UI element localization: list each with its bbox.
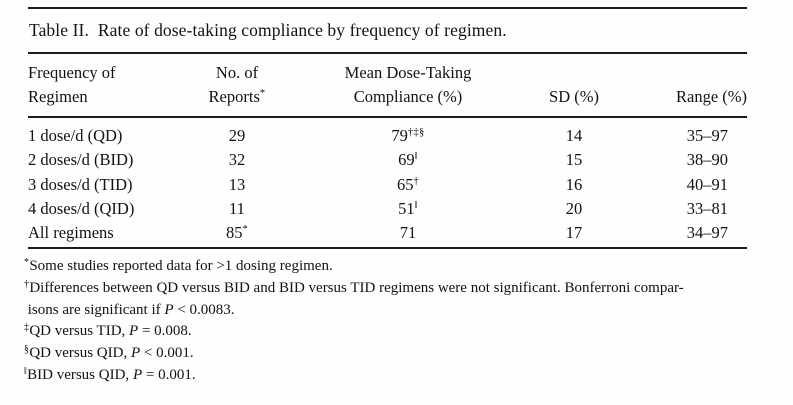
range-cell: 33–81 [686,198,728,218]
compliance-value: 69 [398,150,415,170]
header-line: No. of [215,63,259,82]
compliance-cell: 71 [296,221,520,245]
header-line: Compliance (%) [353,87,463,106]
footnote-text: = 0.008. [138,323,192,340]
reports-cell: 29 [178,124,296,148]
footnote-section: §QD versus QID, P < 0.001. [24,343,786,365]
sd-cell: 15 [565,150,583,170]
header-line: Reports* [178,85,296,109]
reports-value: 32 [228,150,246,170]
column-header-sd: SD (%) [549,87,599,106]
footnote-italic: P [132,366,143,383]
sd-cell: 16 [565,174,583,194]
footnote-marker: ‖ [414,199,418,211]
footnote-marker: * [24,257,30,268]
sd-cell: 17 [565,223,583,243]
footnote-asterisk: *Some studies reported data for >1 dosin… [24,256,786,278]
top-rule [28,7,747,9]
compliance-value: 51 [398,198,415,218]
sd-cell: 20 [565,198,583,218]
regimen-cell: 1 dose/d (QD) [28,126,123,145]
caption-rule [28,52,747,54]
footnote-marker: † [413,175,420,187]
compliance-value: 71 [399,223,417,243]
header-line: Mean Dose-Taking [344,63,472,82]
asterisk-superscript: * [259,88,266,99]
table-body: 1 dose/d (QD) 29 79†‡§ 14 35–97 2 doses/… [28,118,747,247]
footnote-italic: P [130,345,141,362]
footnote-text: = 0.001. [142,366,196,383]
header-line: Frequency of [28,63,116,82]
footnote-text: Some studies reported data for >1 dosing… [29,258,333,274]
reports-cell: 13 [178,173,296,197]
footnote-marker: ‡ [24,322,30,334]
footnote-parallel: ‖BID versus QID, P = 0.001. [24,365,786,387]
footnote-marker: †‡§ [407,127,425,138]
footnote-text: Differences between QD versus BID and BI… [27,279,684,318]
sd-cell: 14 [565,126,583,145]
footnote-marker: † [24,278,30,290]
range-cell: 38–90 [686,150,728,170]
footnote-marker: § [24,344,30,356]
range-cell: 35–97 [686,126,728,145]
compliance-value: 79 [391,126,408,145]
header-line: Regimen [28,87,88,106]
table-header-row: Frequency of Regimen No. of Reports* Mea… [28,54,747,116]
column-header-reports: No. of Reports* [178,61,296,109]
regimen-cell: All regimens [28,223,114,243]
footnote-dagger: †Differences between QD versus BID and B… [24,278,786,322]
footnote-italic: P [164,301,174,318]
reports-cell: 11 [178,197,296,221]
footnote-double-dagger: ‡QD versus TID, P = 0.008. [24,321,786,343]
footnote-italic: P [129,323,139,340]
reports-cell: 32 [178,148,296,172]
range-cell: 34–97 [686,223,728,243]
table-caption: Table II. Rate of dose-taking compliance… [29,20,507,40]
reports-value: 29 [228,126,246,145]
footnote-marker: ‖ [24,365,28,377]
footnote-marker: * [242,224,249,236]
footnote-text: QD versus TID, [29,323,130,340]
footnotes: *Some studies reported data for >1 dosin… [24,256,786,387]
compliance-cell: 69‖ [296,148,520,172]
compliance-cell: 65† [296,173,520,197]
regimen-cell: 3 doses/d (TID) [28,174,133,194]
regimen-cell: 2 doses/d (BID) [28,150,134,170]
footnote-text: < 0.0083. [173,301,235,318]
reports-value: 13 [228,174,246,194]
header-text: Reports [208,87,260,106]
footnote-text: < 0.001. [140,345,194,362]
column-header-compliance: Mean Dose-Taking Compliance (%) [296,61,520,109]
column-header-frequency: Frequency of Regimen [28,61,178,109]
bottom-rule [28,247,747,250]
footnote-text: BID versus QID, [27,366,133,383]
compliance-value: 65 [396,174,414,194]
reports-value: 85 [225,223,243,243]
regimen-cell: 4 doses/d (QID) [28,198,135,218]
range-cell: 40–91 [686,174,728,194]
footnote-marker: ‖ [414,151,418,163]
compliance-cell: 51‖ [296,197,520,221]
table-ii: Table II. Rate of dose-taking compliance… [28,7,747,250]
column-header-range: Range (%) [675,87,747,106]
reports-cell: 85* [178,221,296,245]
header-rule [28,116,747,118]
compliance-cell: 79†‡§ [296,124,520,148]
footnote-text: QD versus QID, [29,345,131,362]
reports-value: 11 [229,198,245,218]
